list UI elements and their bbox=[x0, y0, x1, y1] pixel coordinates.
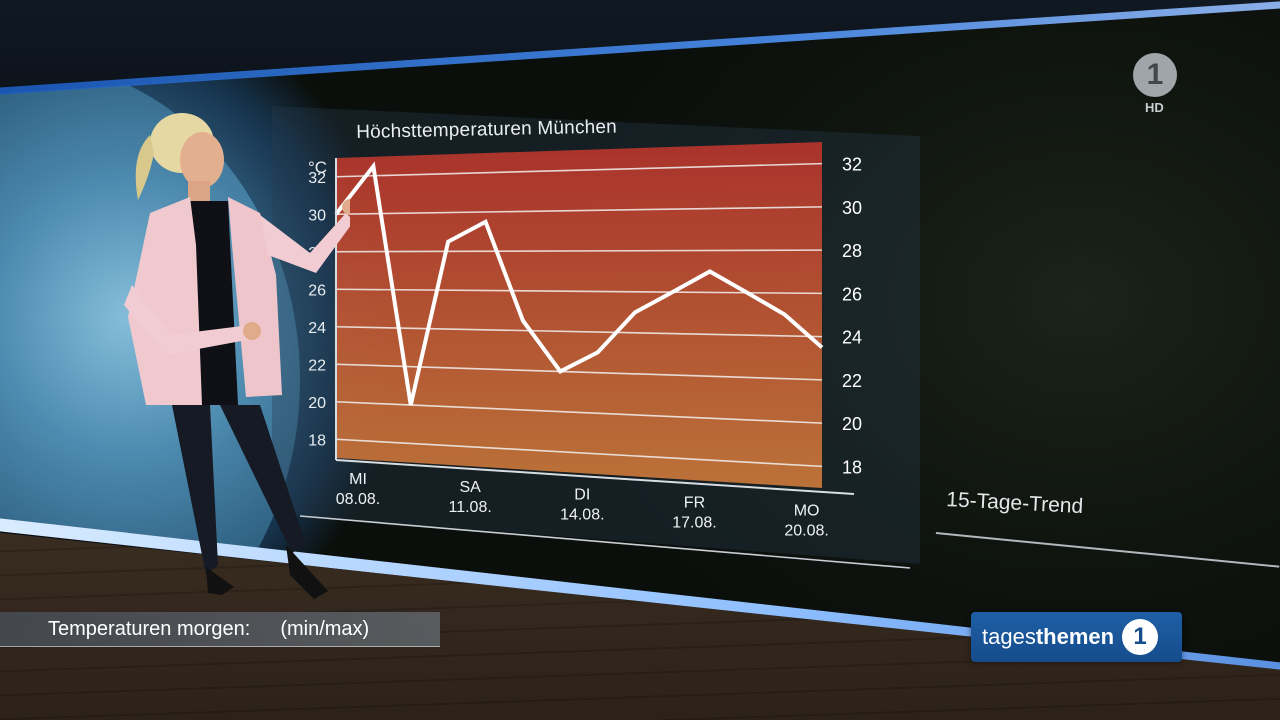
x-tick-label: MI 08.08. bbox=[336, 471, 380, 508]
x-tick-label: DI 14.08. bbox=[560, 487, 604, 524]
temperature-chart: 18 20 22 24 26 28 30 32 18 20 22 24 26 28 30 32 MI 08.0… bbox=[270, 84, 920, 569]
y-tick-label-left: 32 bbox=[308, 170, 326, 187]
x-tick-label: FR 17.08. bbox=[672, 495, 716, 532]
x-axis-line bbox=[335, 459, 855, 495]
x-axis-underline bbox=[299, 515, 911, 569]
ard-one-icon: 1 bbox=[1133, 53, 1177, 97]
show-logo-one-icon: 1 bbox=[1122, 619, 1159, 655]
chart-canvas: 18 20 22 24 26 28 30 32 18 20 22 24 26 28 30 32 MI 08.0… bbox=[272, 106, 920, 569]
show-logo-bold: themen bbox=[1035, 624, 1115, 649]
y-axis-unit: °C bbox=[308, 158, 328, 177]
x-tick-day: MI bbox=[349, 471, 367, 488]
y-tick-label-left: 26 bbox=[308, 282, 326, 299]
lower-third-bar: Temperaturen morgen: (min/max) bbox=[0, 612, 440, 647]
y-tick-label-right: 22 bbox=[842, 371, 862, 391]
series-line-max-temp bbox=[334, 161, 824, 406]
x-tick-day: MO bbox=[794, 502, 820, 519]
x-tick-day: FR bbox=[684, 495, 705, 512]
y-tick-label-right: 32 bbox=[842, 155, 862, 175]
channel-logo: 1 HD bbox=[1133, 53, 1181, 117]
x-tick-label: MO 20.08. bbox=[784, 502, 828, 539]
lower-third-label: Temperaturen morgen: bbox=[48, 617, 251, 640]
grid-line bbox=[335, 325, 823, 338]
show-logo: tagesthemen 1 bbox=[971, 612, 1182, 662]
y-tick-label-left: 18 bbox=[308, 432, 326, 449]
lower-third-range: (min/max) bbox=[280, 617, 370, 640]
y-tick-label-right: 30 bbox=[842, 198, 862, 218]
y-axis-right: 18 20 22 24 26 28 30 32 bbox=[842, 155, 862, 478]
x-tick-date: 11.08. bbox=[449, 499, 492, 516]
show-logo-text: tagesthemen bbox=[982, 624, 1114, 650]
x-tick-date: 20.08. bbox=[784, 522, 828, 539]
y-tick-label-right: 18 bbox=[842, 457, 862, 477]
x-tick-date: 08.08. bbox=[336, 491, 380, 508]
x-tick-label: SA 11.08. bbox=[449, 479, 492, 516]
y-tick-label-right: 26 bbox=[842, 284, 862, 304]
grid-lines bbox=[335, 162, 823, 468]
grid-line bbox=[335, 363, 823, 381]
presenter bbox=[110, 105, 358, 620]
grid-line bbox=[335, 400, 823, 424]
x-tick-date: 14.08. bbox=[560, 507, 604, 524]
show-logo-light: tages bbox=[982, 624, 1036, 649]
y-tick-label-right: 24 bbox=[842, 328, 862, 348]
hd-badge: HD bbox=[1145, 100, 1164, 115]
x-tick-day: SA bbox=[459, 479, 481, 496]
grid-line bbox=[335, 206, 823, 216]
grid-line bbox=[335, 288, 823, 295]
y-tick-label-left: 22 bbox=[308, 357, 326, 374]
y-tick-label-left: 24 bbox=[308, 320, 326, 337]
y-tick-label-right: 20 bbox=[842, 414, 862, 434]
y-tick-label-left: 20 bbox=[308, 395, 326, 412]
x-tick-date: 17.08. bbox=[672, 515, 716, 532]
y-tick-label-left: 30 bbox=[308, 207, 326, 224]
x-axis-labels: MI 08.08. SA 11.08. DI 14.08. FR 17.08. MO 20.08. bbox=[336, 471, 829, 539]
x-tick-day: DI bbox=[574, 487, 590, 504]
grid-line bbox=[335, 438, 823, 468]
grid-line bbox=[335, 162, 823, 178]
plot-area bbox=[336, 142, 822, 488]
grid-line bbox=[335, 249, 823, 253]
y-tick-label-right: 28 bbox=[842, 241, 862, 261]
